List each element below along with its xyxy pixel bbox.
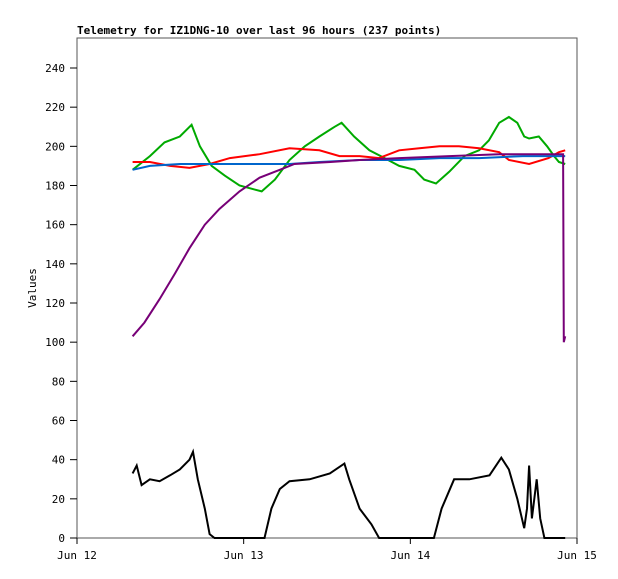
x-tick-label: Jun 15 [557, 549, 597, 562]
series-line-blue [132, 155, 566, 171]
x-tick-label: Jun 13 [224, 549, 264, 562]
series-line-black [131, 448, 566, 539]
y-axis-label: Values [26, 268, 39, 308]
y-tick-label: 20 [52, 493, 65, 506]
y-tick-label: 0 [58, 532, 65, 545]
y-tick-label: 100 [45, 336, 65, 349]
y-tick-label: 120 [45, 297, 65, 310]
y-tick-label: 240 [45, 62, 65, 75]
y-tick-label: 40 [52, 454, 65, 467]
x-tick-label: Jun 14 [390, 549, 430, 562]
y-tick-label: 80 [52, 375, 65, 388]
y-tick-label: 220 [45, 101, 65, 114]
y-tick-label: 200 [45, 140, 65, 153]
y-tick-label: 160 [45, 219, 65, 232]
chart-title: Telemetry for IZ1DNG-10 over last 96 hou… [77, 24, 441, 37]
y-tick-label: 60 [52, 415, 65, 428]
series-line-purple [131, 153, 567, 343]
plot-frame [76, 37, 578, 539]
y-tick-label: 180 [45, 180, 65, 193]
y-tick-label: 140 [45, 258, 65, 271]
x-tick-label: Jun 12 [57, 549, 97, 562]
